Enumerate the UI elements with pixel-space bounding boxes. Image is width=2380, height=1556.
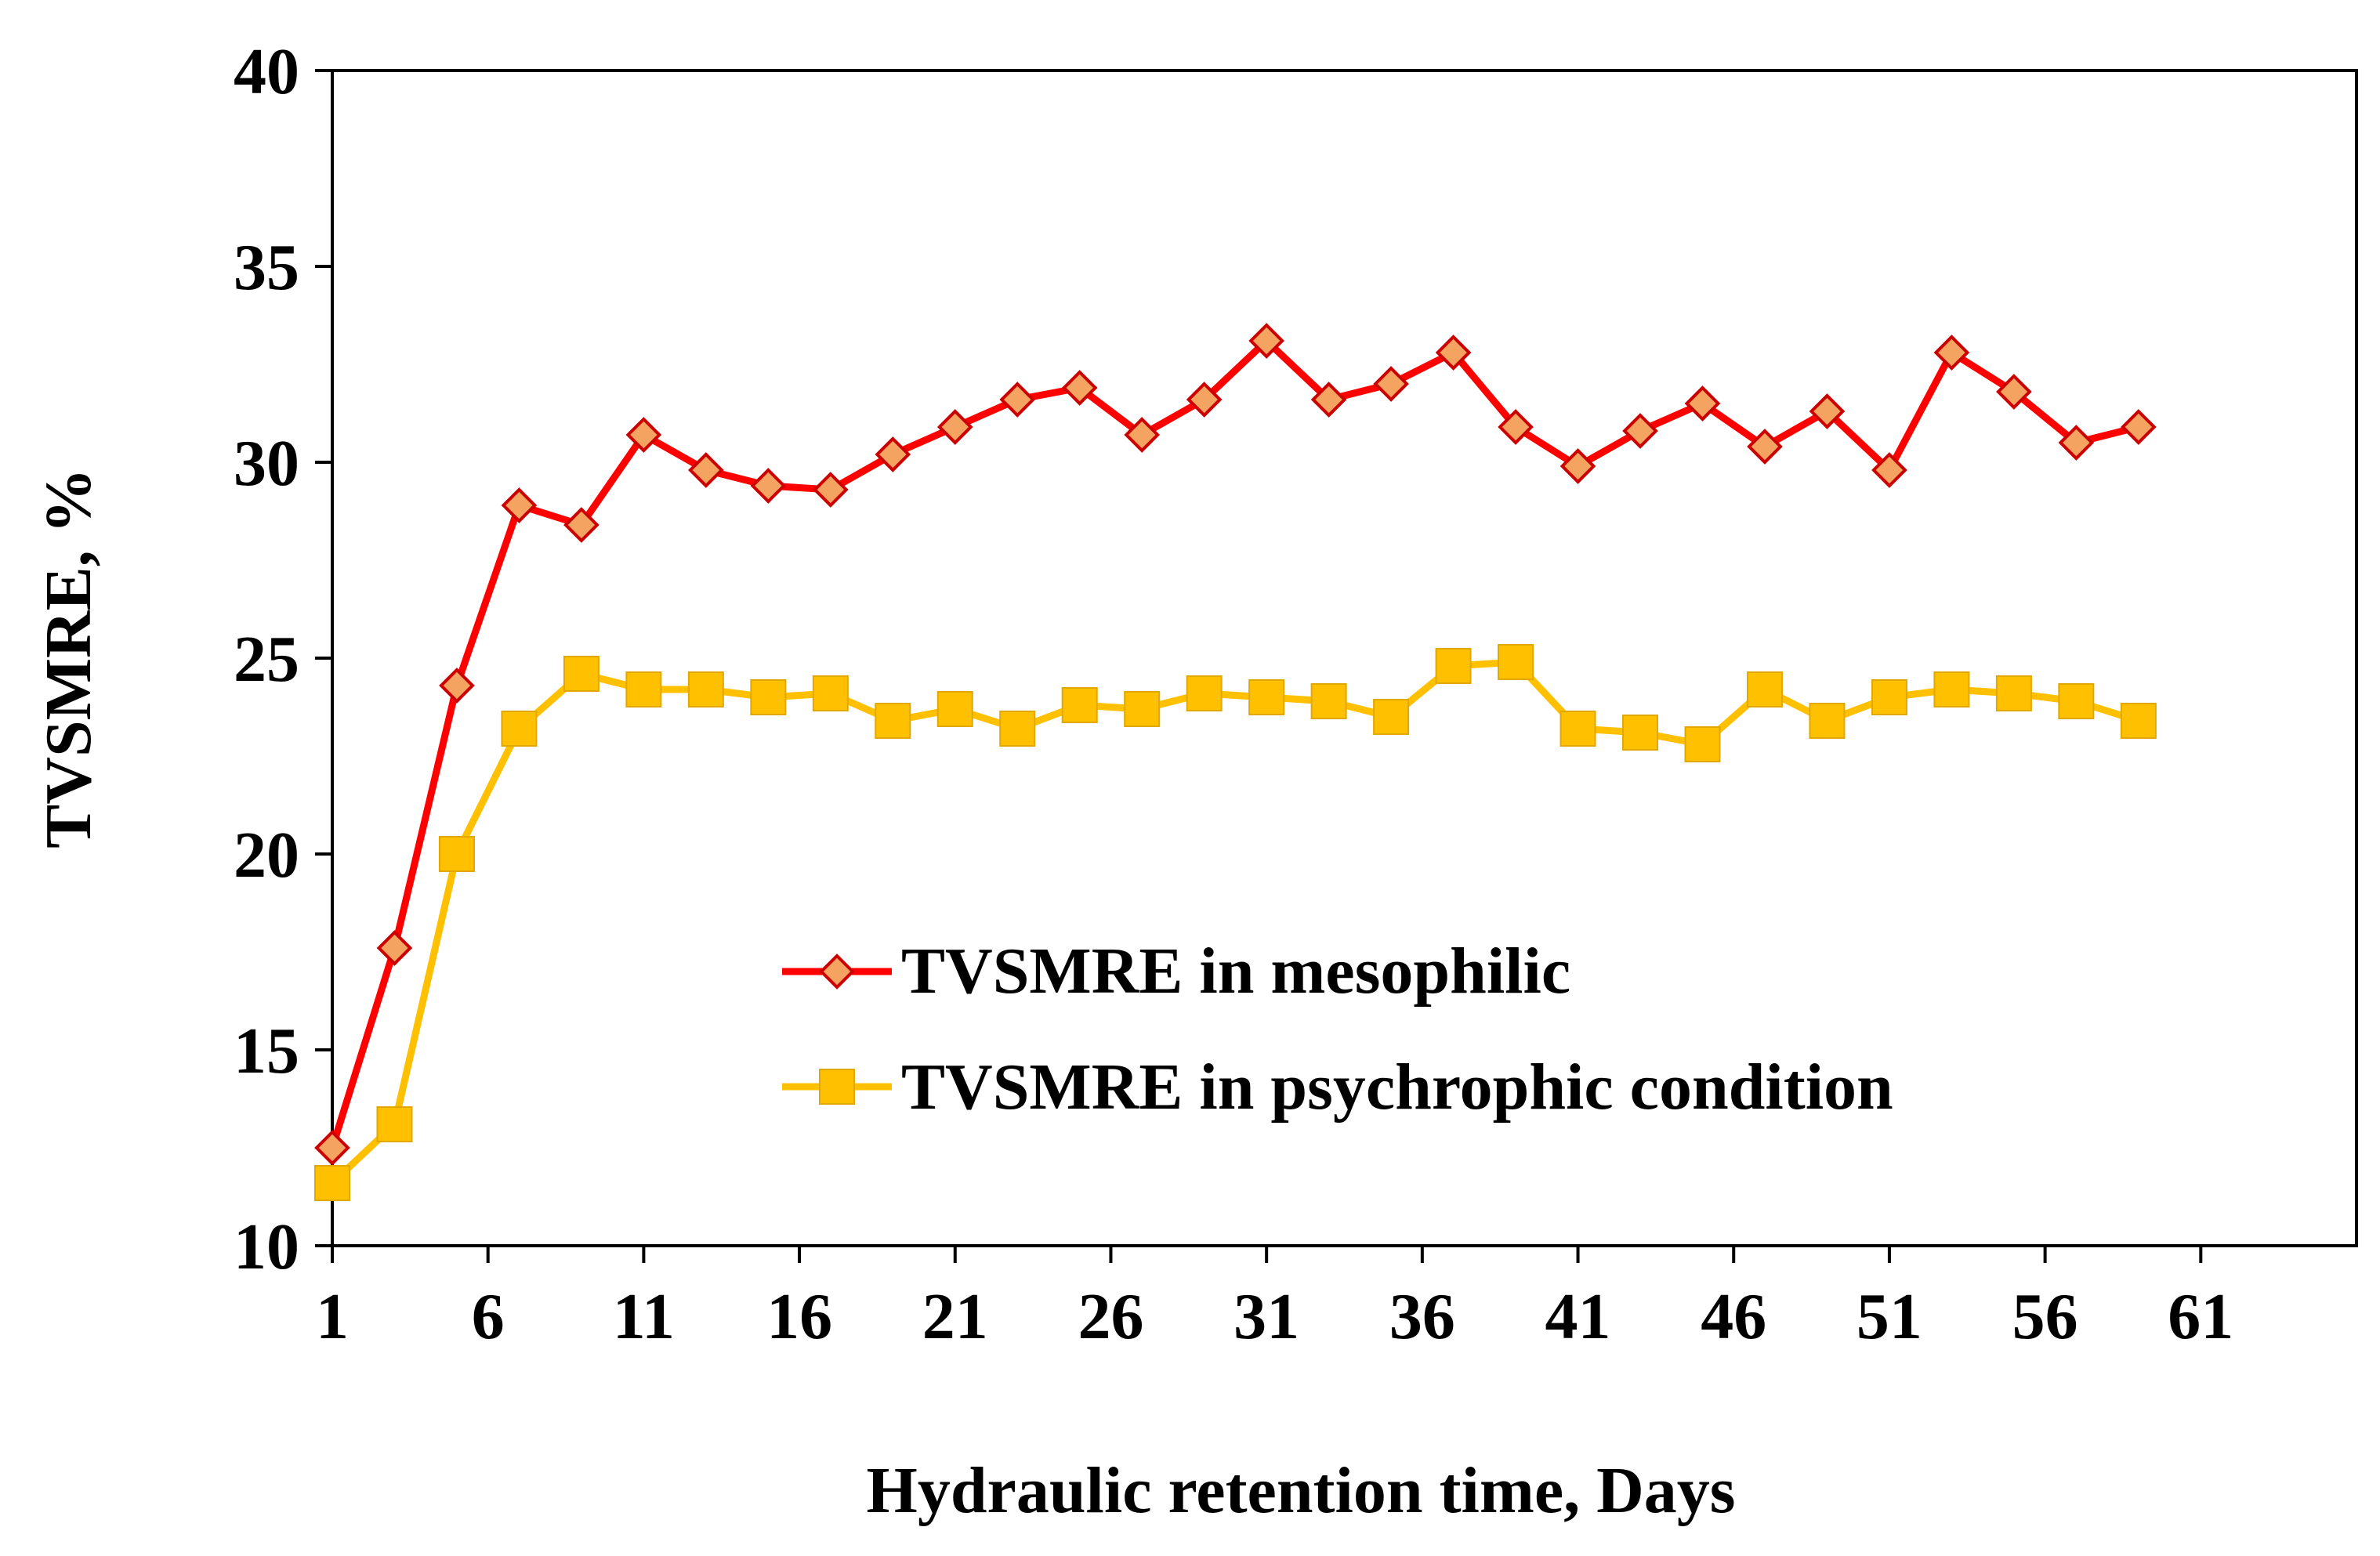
x-tick-label: 56 <box>2012 1280 2078 1353</box>
x-tick-label: 1 <box>316 1280 349 1353</box>
data-point <box>999 711 1036 747</box>
data-point <box>1871 452 1907 488</box>
data-point <box>2121 409 2157 445</box>
data-point <box>875 703 911 739</box>
x-tick-label: 26 <box>1078 1280 1143 1353</box>
data-point <box>625 671 662 707</box>
data-point <box>314 1165 350 1201</box>
data-point <box>1996 374 2032 410</box>
data-point <box>1498 409 1534 445</box>
series-mesophilic <box>314 323 2157 1166</box>
x-tick-label: 41 <box>1545 1280 1611 1353</box>
data-point <box>1124 417 1161 453</box>
data-point <box>1559 448 1596 484</box>
y-tick-label: 15 <box>234 1015 299 1087</box>
data-point <box>1684 385 1721 422</box>
y-tick-label: 10 <box>234 1210 299 1283</box>
data-point <box>875 436 911 472</box>
data-point <box>812 675 849 711</box>
data-point <box>1248 323 1284 359</box>
x-axis-ticks: 1 6 11 16 21 26 31 36 41 46 51 56 61 <box>316 1246 2233 1353</box>
data-point <box>376 930 413 966</box>
x-tick-label: 51 <box>1857 1280 1922 1353</box>
plot-area <box>331 69 2358 1247</box>
data-point <box>750 679 787 715</box>
data-point <box>625 417 662 453</box>
data-point <box>1559 711 1596 747</box>
x-tick-label: 36 <box>1389 1280 1455 1353</box>
data-point <box>563 656 600 692</box>
legend-label-mesophilic: TVSMRE in mesophilic <box>901 935 1570 1008</box>
data-point <box>1373 366 1409 402</box>
x-tick-label: 6 <box>472 1280 505 1353</box>
series-line <box>328 337 2139 1149</box>
data-point <box>1933 671 1970 707</box>
data-point <box>1933 335 1970 371</box>
data-point <box>1809 393 1846 429</box>
data-point <box>999 382 1036 418</box>
data-point <box>439 668 475 704</box>
data-point <box>1124 691 1161 727</box>
y-axis-ticks: 10 15 20 25 30 35 40 <box>234 35 332 1283</box>
x-tick-label: 61 <box>2168 1280 2233 1353</box>
data-point <box>1435 335 1472 371</box>
data-point <box>1310 683 1347 719</box>
x-tick-label: 16 <box>766 1280 832 1353</box>
data-point <box>1498 644 1534 680</box>
data-point <box>1248 679 1285 715</box>
data-point <box>376 1106 413 1142</box>
y-tick-label: 20 <box>234 819 299 892</box>
data-point <box>750 468 787 504</box>
series-psychrophic <box>314 644 2157 1201</box>
y-tick-label: 40 <box>234 35 299 108</box>
legend-marker-mesophilic <box>819 954 855 990</box>
data-point <box>1435 648 1472 684</box>
data-point <box>1871 679 1907 715</box>
data-point <box>2058 425 2095 461</box>
series-layer <box>314 323 2157 1201</box>
y-tick-label: 35 <box>234 231 299 304</box>
x-tick-label: 11 <box>613 1280 675 1353</box>
x-axis-label: Hydraulic retention time, Days <box>867 1454 1736 1527</box>
data-point <box>936 691 973 727</box>
data-point <box>1995 675 2032 711</box>
data-point <box>563 507 600 543</box>
data-point <box>1746 671 1783 707</box>
data-point <box>812 472 849 508</box>
data-point <box>1310 382 1347 418</box>
data-point <box>501 487 538 523</box>
data-point <box>2058 683 2095 719</box>
data-point <box>1684 726 1721 762</box>
y-tick-label: 30 <box>234 427 299 500</box>
x-tick-label: 46 <box>1701 1280 1766 1353</box>
data-point <box>1186 675 1223 711</box>
data-point <box>314 1130 350 1166</box>
data-point <box>687 671 724 707</box>
data-point <box>1622 715 1659 751</box>
data-point <box>1809 703 1846 739</box>
data-point <box>1061 370 1098 406</box>
data-point <box>2120 703 2157 739</box>
data-point <box>1061 687 1098 723</box>
x-tick-label: 21 <box>922 1280 988 1353</box>
legend: TVSMRE in mesophilic TVSMRE in psychroph… <box>782 935 1893 1124</box>
data-point <box>501 711 538 747</box>
legend-label-psychrophic: TVSMRE in psychrophic condition <box>901 1051 1893 1124</box>
data-point <box>1186 382 1223 418</box>
legend-marker-psychrophic <box>819 1069 855 1105</box>
y-axis-label: TVSMRE, % <box>32 468 105 848</box>
data-point <box>936 409 973 445</box>
y-tick-label: 25 <box>234 623 299 696</box>
data-point <box>688 452 724 488</box>
data-point <box>1373 699 1410 735</box>
data-point <box>438 836 475 872</box>
data-point <box>1747 429 1783 465</box>
x-tick-label: 31 <box>1233 1280 1299 1353</box>
data-point <box>1622 413 1658 449</box>
